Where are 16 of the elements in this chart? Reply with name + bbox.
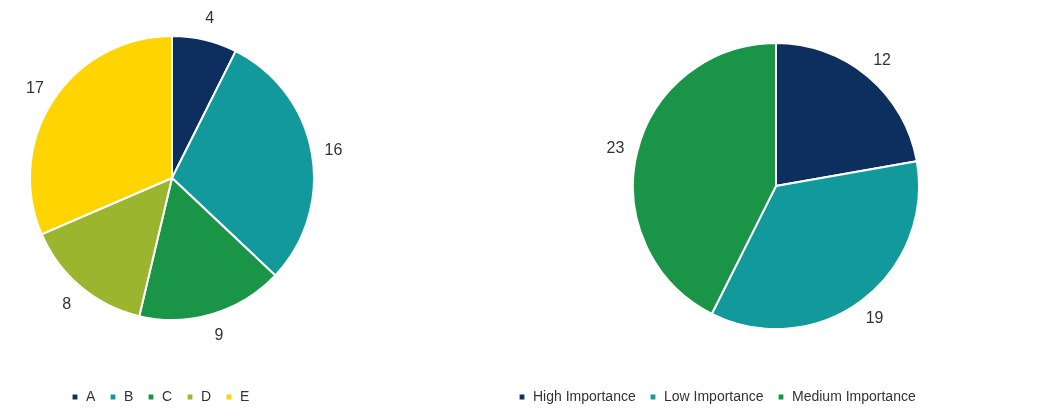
data-label: 16 <box>324 140 343 158</box>
legend-label: D <box>201 388 212 404</box>
legend-label: A <box>86 388 96 404</box>
data-label: 8 <box>62 294 72 312</box>
legend-label: B <box>124 388 134 404</box>
legend-label: High Importance <box>533 388 636 404</box>
data-label: 4 <box>205 9 215 27</box>
legend-label: E <box>240 388 250 404</box>
data-label: 23 <box>606 138 625 156</box>
legend-label: Low Importance <box>664 388 764 404</box>
legend-label: Medium Importance <box>792 388 916 404</box>
data-label: 9 <box>214 326 224 344</box>
legend-label: C <box>162 388 173 404</box>
data-label: 17 <box>26 78 44 96</box>
data-label: 12 <box>873 50 892 68</box>
data-label: 19 <box>865 309 884 327</box>
